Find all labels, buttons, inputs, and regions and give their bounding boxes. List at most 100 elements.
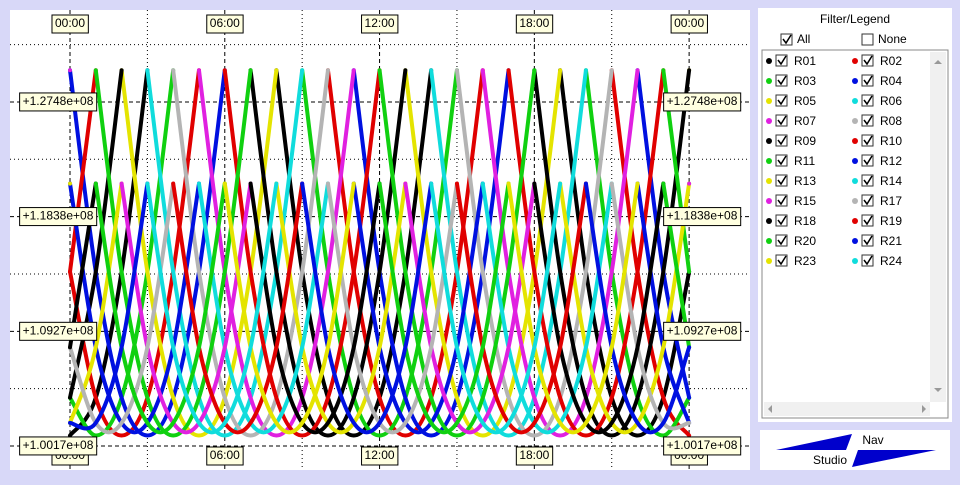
- check-mark: [777, 215, 787, 226]
- tick-label-box: [361, 14, 399, 34]
- tick-label-box: [663, 436, 742, 456]
- legend-dot: [852, 78, 858, 84]
- legend-checkbox[interactable]: [861, 114, 874, 127]
- legend-dot: [852, 58, 858, 64]
- check-mark: [863, 195, 873, 206]
- legend-label[interactable]: R08: [880, 114, 902, 128]
- legend-label[interactable]: R10: [880, 134, 902, 148]
- legend-label[interactable]: R20: [794, 234, 816, 248]
- legend-label[interactable]: R09: [794, 134, 816, 148]
- legend-label[interactable]: R23: [794, 254, 816, 268]
- legend-label[interactable]: R11: [794, 154, 815, 168]
- legend-checkbox[interactable]: [861, 234, 874, 247]
- tick-label: 06:00: [210, 448, 240, 462]
- legend-label[interactable]: R04: [880, 74, 902, 88]
- legend: R01 R02 R03 R04 R05 R06 R07 R08 R09 R10 R11 R12 R13 R…: [766, 54, 902, 268]
- vertical-scrollbar[interactable]: [930, 52, 946, 402]
- legend-label[interactable]: R13: [794, 174, 816, 188]
- legend-checkbox[interactable]: [775, 54, 788, 67]
- legend-checkbox[interactable]: [775, 114, 788, 127]
- legend-label[interactable]: R05: [794, 94, 816, 108]
- legend-checkbox[interactable]: [775, 94, 788, 107]
- tick-label: 12:00: [365, 448, 395, 462]
- legend-label[interactable]: R12: [880, 154, 902, 168]
- series-line: [119, 181, 692, 435]
- legend-checkbox[interactable]: [775, 234, 788, 247]
- tick-label: 06:00: [210, 16, 240, 30]
- series-line: [68, 181, 640, 435]
- check-mark: [863, 115, 873, 126]
- series-line: [196, 181, 614, 435]
- legend-label[interactable]: R24: [880, 254, 902, 268]
- series-line: [68, 181, 692, 435]
- check-mark: [777, 175, 787, 186]
- tick-label: +1.0017e+08: [667, 438, 738, 452]
- check-mark: [863, 135, 873, 146]
- tick-label: 00:00: [674, 16, 704, 30]
- check-mark: [863, 235, 873, 246]
- legend-label[interactable]: R17: [880, 194, 902, 208]
- series-line: [171, 181, 588, 435]
- legend-dot: [766, 78, 772, 84]
- tick-label: +1.0927e+08: [23, 323, 94, 337]
- legend-checkbox[interactable]: [775, 154, 788, 167]
- legend-checkbox[interactable]: [861, 174, 874, 187]
- check-mark: [863, 75, 873, 86]
- legend-label[interactable]: R07: [794, 114, 816, 128]
- horizontal-scrollbar[interactable]: [764, 402, 930, 416]
- legend-checkbox[interactable]: [861, 194, 874, 207]
- check-mark: [863, 255, 873, 266]
- legend-label[interactable]: R18: [794, 214, 816, 228]
- nav-arrow: [852, 450, 936, 467]
- legend-checkbox[interactable]: [775, 214, 788, 227]
- check-mark: [777, 135, 787, 146]
- tick-label: +1.2748e+08: [667, 94, 738, 108]
- legend-checkbox[interactable]: [861, 54, 874, 67]
- legend-checkbox[interactable]: [861, 94, 874, 107]
- tick-label-box: [51, 14, 89, 34]
- all-label[interactable]: All: [797, 32, 810, 46]
- series-line: [145, 68, 588, 438]
- legend-label[interactable]: R02: [880, 54, 902, 68]
- tick-label: +1.0017e+08: [23, 438, 94, 452]
- legend-checkbox[interactable]: [775, 194, 788, 207]
- series-line: [68, 68, 692, 438]
- legend-checkbox[interactable]: [775, 134, 788, 147]
- legend-label[interactable]: R06: [880, 94, 902, 108]
- curves: [68, 68, 692, 438]
- tick-label-box: [206, 14, 244, 34]
- check-mark: [863, 175, 873, 186]
- check-mark: [777, 115, 787, 126]
- nav-label[interactable]: Studio: [813, 453, 847, 467]
- none-label[interactable]: None: [878, 32, 907, 46]
- tick-label-box: [515, 446, 554, 466]
- legend-label[interactable]: R01: [794, 54, 816, 68]
- legend-checkbox[interactable]: [861, 74, 874, 87]
- legend-checkbox[interactable]: [861, 254, 874, 267]
- tick-label: 18:00: [519, 448, 549, 462]
- legend-label[interactable]: R21: [880, 234, 902, 248]
- legend-label[interactable]: R19: [880, 214, 902, 228]
- check-mark: [777, 155, 787, 166]
- legend-label[interactable]: R14: [880, 174, 902, 188]
- legend-checkbox[interactable]: [861, 154, 874, 167]
- nav-label[interactable]: Nav: [862, 433, 883, 447]
- legend-label[interactable]: R03: [794, 74, 816, 88]
- legend-checkbox[interactable]: [775, 74, 788, 87]
- tick-label: 18:00: [519, 16, 549, 30]
- legend-dot: [852, 118, 858, 124]
- axis-labels: 00:00 00:00 06:00 06:00 12:00 12:00 18:00 18:00…: [19, 14, 742, 466]
- check-mark: [777, 235, 787, 246]
- legend-checkbox[interactable]: [775, 254, 788, 267]
- legend-checkbox[interactable]: [775, 174, 788, 187]
- tick-label-box: [663, 321, 742, 341]
- all-checkbox[interactable]: [780, 33, 793, 46]
- legend-checkbox[interactable]: [861, 214, 874, 227]
- tick-label: +1.2748e+08: [23, 94, 94, 108]
- none-checkbox[interactable]: [861, 33, 874, 46]
- legend-checkbox[interactable]: [861, 134, 874, 147]
- legend-label[interactable]: R15: [794, 194, 816, 208]
- tick-label-box: [663, 92, 742, 112]
- nav-arrow: [776, 434, 852, 450]
